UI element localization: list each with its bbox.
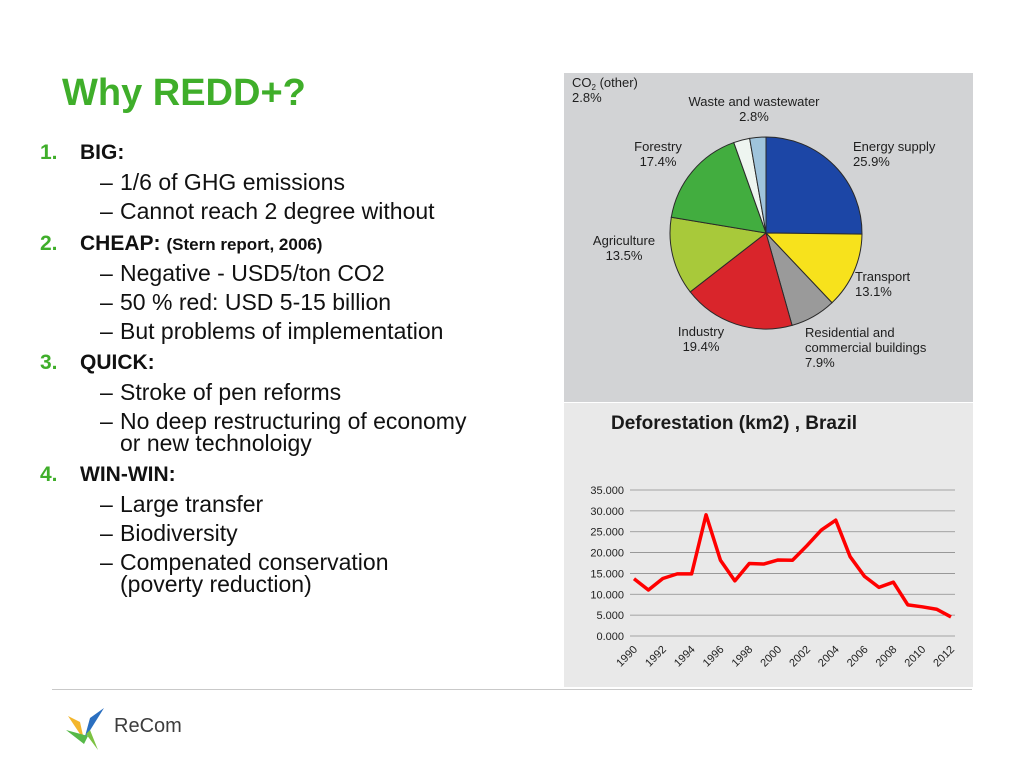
y-tick-label: 30.000	[590, 506, 624, 518]
pie-slice	[670, 141, 767, 234]
pie-label: Waste and wastewater 2.8%	[688, 94, 820, 124]
list-item-text: Biodiversity	[120, 520, 238, 546]
pie-slice	[689, 232, 793, 330]
section-number: 1.	[40, 141, 58, 164]
section-number: 2.	[40, 232, 58, 255]
pie-label: Energy supply 25.9%	[853, 139, 936, 169]
dash-marker: –	[100, 491, 113, 517]
list-item: – Cannot reach 2 degree without	[96, 198, 560, 224]
list-item-text: Large transfer	[120, 491, 264, 517]
pie-slice	[765, 136, 863, 235]
dash-marker: –	[100, 198, 113, 224]
section-heading: 2. CHEAP: (Stern report, 2006)	[40, 232, 560, 262]
pie-label: 2.8%	[572, 90, 602, 105]
sub-list: – Negative - USD5/ton CO2 –50 % red: USD …	[40, 260, 560, 344]
section-heading: 1. BIG:	[40, 141, 560, 171]
pie-label: Residential and commercial buildings 7.9%	[805, 325, 927, 370]
dash-marker: –	[100, 408, 113, 434]
section-cheap: 2. CHEAP: (Stern report, 2006) – Negative …	[40, 232, 560, 344]
x-tick-label: 2004	[816, 644, 842, 670]
section-label-text: CHEAP:	[80, 232, 161, 255]
logo-text: ReCom	[114, 715, 182, 737]
section-label: WIN-WIN:	[80, 463, 176, 486]
section-number: 4.	[40, 463, 58, 486]
x-tick-label: 2002	[787, 644, 813, 670]
chart-title: Deforestation (km2) , Brazil	[611, 413, 857, 434]
pie-label-co2: CO2 (other)	[572, 75, 638, 92]
section-label: CHEAP: (Stern report, 2006)	[80, 232, 322, 256]
y-tick-label: 15.000	[590, 568, 624, 580]
list-item: – Biodiversity	[96, 520, 560, 546]
dash-marker: –	[100, 520, 113, 546]
list-item-text: 1/6 of GHG emissions	[120, 169, 345, 195]
footer-divider	[52, 689, 972, 690]
pie-slice	[749, 136, 767, 234]
pie-label: Agriculture 13.5%	[593, 233, 655, 263]
section-number: 3.	[40, 351, 58, 374]
x-tick-label: 2012	[931, 644, 957, 670]
list-item-text: Negative - USD5/ton CO2	[120, 260, 385, 286]
sub-list: – Large transfer – Biodiversity – Compenate…	[40, 491, 560, 597]
y-tick-label: 25.000	[590, 527, 624, 539]
recom-logo: ReCom	[60, 700, 190, 752]
x-tick-label: 2006	[845, 644, 871, 670]
pie-slice	[669, 216, 768, 293]
list-item-text: Cannot reach 2 degree without	[120, 198, 435, 224]
list-item: – Compenated conservation (poverty reduct…	[96, 549, 460, 597]
dash-marker: –	[100, 169, 113, 195]
sub-list: – Stroke of pen reforms – No deep restruct…	[40, 379, 560, 456]
y-tick-label: 20.000	[590, 548, 624, 560]
dash-marker: –	[100, 260, 113, 286]
x-tick-label: 1994	[672, 644, 698, 670]
pie-label: Transport 13.1%	[855, 269, 911, 299]
dash-marker: –	[100, 549, 113, 575]
list-item-text: But problems of implementation	[120, 318, 444, 344]
dash-marker: –	[100, 318, 113, 344]
deforestation-chart-panel: Deforestation (km2) , Brazil 0.000 5.000 1…	[564, 403, 973, 687]
list-item-text: No deep restructuring of economy or new …	[120, 408, 467, 456]
x-tick-label: 1998	[730, 644, 756, 670]
dash-marker: –	[100, 289, 113, 315]
section-heading: 4. WIN-WIN:	[40, 463, 560, 493]
recom-logo-icon	[66, 708, 104, 750]
slide-title: Why REDD+?	[62, 72, 306, 114]
deforestation-series-line	[632, 513, 952, 619]
list-item: – No deep restructuring of economy or new…	[96, 408, 480, 456]
list-item-text: Stroke of pen reforms	[120, 379, 342, 405]
sub-list: –1/6 of GHG emissions – Cannot reach 2 de…	[40, 169, 560, 224]
y-tick-label: 35.000	[590, 485, 624, 497]
list-item-text: 50 % red: USD 5-15 billion	[120, 289, 392, 315]
list-item: – Stroke of pen reforms	[96, 379, 560, 405]
x-tick-label: 1990	[614, 644, 640, 670]
section-quick: 3. QUICK: – Stroke of pen reforms – No dee…	[40, 351, 560, 456]
list-item: –1/6 of GHG emissions	[96, 169, 560, 195]
y-tick-label: 10.000	[590, 589, 624, 601]
section-big: 1. BIG: –1/6 of GHG emissions – Cannot re…	[40, 141, 560, 224]
deforestation-line-chart: 0.000 5.000 10.000 15.000 20.000 25.000 30.000…	[590, 485, 957, 670]
x-tick-label: 2010	[903, 644, 929, 670]
y-tick-label: 0.000	[596, 631, 624, 643]
section-win-win: 4. WIN-WIN: – Large transfer – Biodiversit…	[40, 463, 560, 597]
section-heading: 3. QUICK:	[40, 351, 560, 381]
pie-label: Industry 19.4%	[678, 324, 725, 354]
list-item: – But problems of implementation	[96, 318, 560, 344]
x-tick-label: 1996	[701, 644, 727, 670]
list-item-text: Compenated conservation (poverty reducti…	[120, 549, 389, 597]
pie-label: Forestry 17.4%	[634, 139, 682, 169]
x-tick-label: 2000	[758, 644, 784, 670]
ghg-pie-chart: Energy supply 25.9% Transport 13.1% Resident…	[572, 75, 936, 370]
list-item: – Negative - USD5/ton CO2	[96, 260, 560, 286]
ghg-pie-chart-panel: Energy supply 25.9% Transport 13.1% Resident…	[564, 73, 973, 402]
section-note: (Stern report, 2006)	[166, 235, 323, 254]
bullet-content: 1. BIG: –1/6 of GHG emissions – Cannot re…	[40, 141, 560, 602]
list-item: – Large transfer	[96, 491, 560, 517]
section-label: QUICK:	[80, 351, 155, 374]
section-label: BIG:	[80, 141, 125, 164]
x-tick-label: 1992	[643, 644, 669, 670]
list-item: –50 % red: USD 5-15 billion	[96, 289, 560, 315]
pie-slice	[764, 232, 863, 304]
y-tick-label: 5.000	[596, 610, 624, 622]
dash-marker: –	[100, 379, 113, 405]
x-tick-label: 2008	[874, 644, 900, 670]
